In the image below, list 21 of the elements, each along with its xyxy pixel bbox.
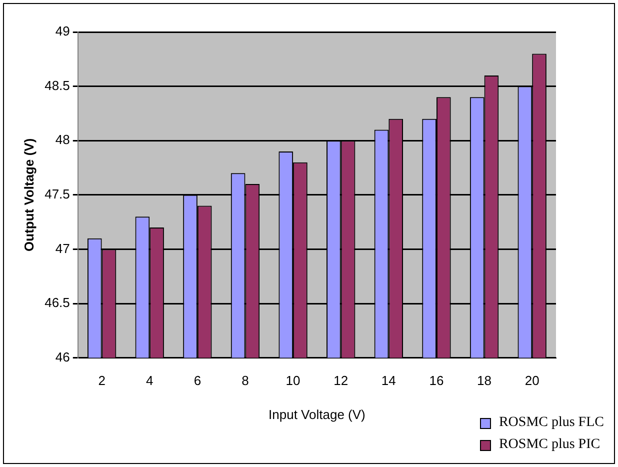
x-tick-label: 16 <box>429 373 444 388</box>
x-tick-label: 2 <box>98 373 106 388</box>
y-tick-label: 48.5 <box>44 78 70 93</box>
legend-label: ROSMC plus PIC <box>498 437 600 453</box>
y-tick-label: 46 <box>55 349 70 364</box>
x-tick-label: 12 <box>334 373 348 388</box>
x-tick-label: 8 <box>242 373 249 388</box>
x-tick-label: 4 <box>146 373 154 388</box>
y-tick-label: 49 <box>55 24 70 39</box>
x-tick-label: 20 <box>524 373 540 388</box>
y-tick-label: 48 <box>55 132 70 148</box>
y-tick-label: 46.5 <box>44 295 70 310</box>
x-tick-label: 6 <box>194 373 202 388</box>
x-axis-title: Input Voltage (V) <box>268 406 366 422</box>
x-tick-label: 14 <box>381 373 396 388</box>
y-tick-label: 47 <box>55 240 70 256</box>
legend-label: ROSMC plus FLC <box>498 415 604 431</box>
y-tick-label: 47.5 <box>44 186 70 202</box>
y-axis-title: Output Voltage (V) <box>21 138 36 252</box>
x-tick-label: 18 <box>477 373 492 388</box>
x-tick-label: 10 <box>286 373 300 388</box>
